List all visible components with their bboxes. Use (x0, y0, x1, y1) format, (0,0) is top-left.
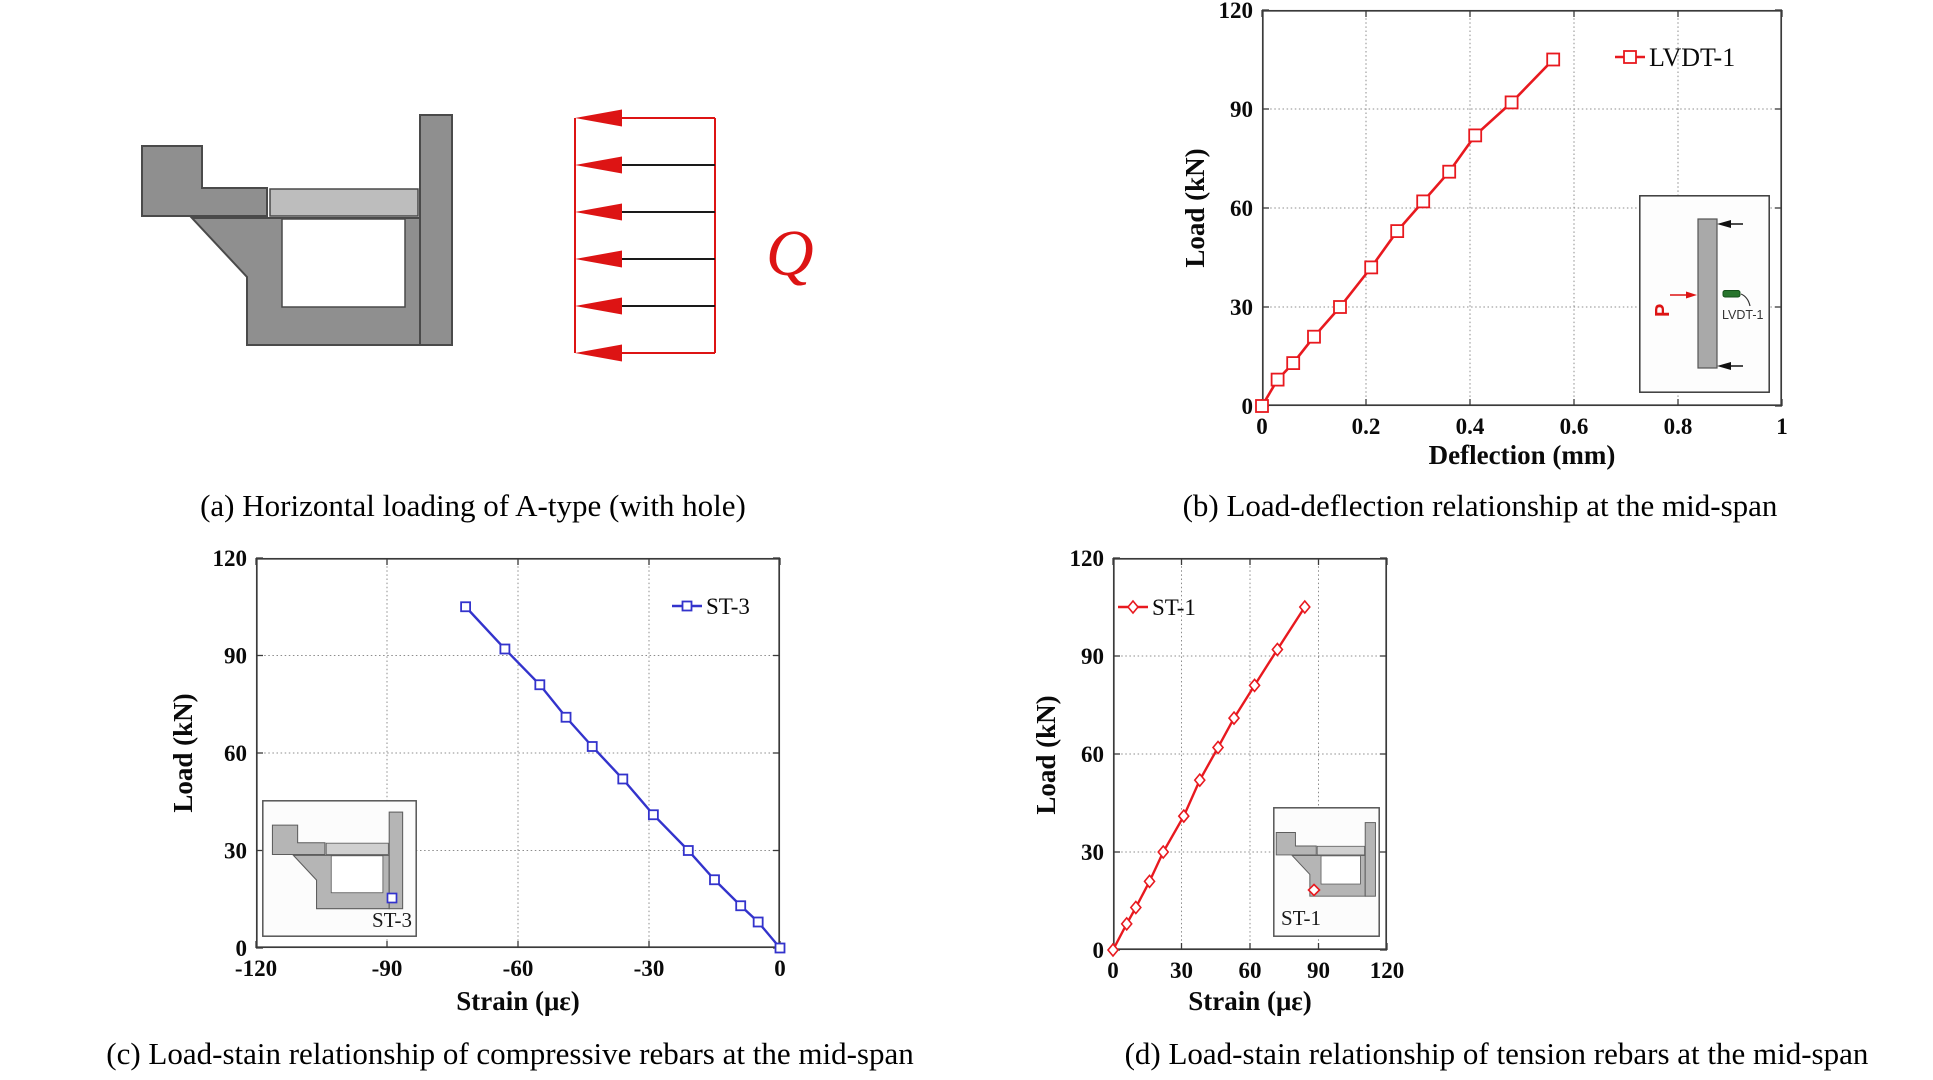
svg-text:0.8: 0.8 (1664, 414, 1693, 439)
inset-st1-label: ST-1 (1281, 906, 1321, 930)
svg-text:0.2: 0.2 (1352, 414, 1381, 439)
inset-lvdt-label: LVDT-1 (1722, 308, 1763, 322)
specimen-slab (269, 188, 419, 217)
inset-wall-bar (1697, 218, 1718, 369)
svg-text:-60: -60 (503, 956, 534, 981)
caption-c: (c) Load-stain relationship of compressi… (106, 1036, 914, 1071)
specimen-loading-diagram: Q (141, 109, 814, 362)
lvdt-sensor-icon (1722, 290, 1741, 298)
svg-text:0: 0 (236, 936, 248, 961)
svg-text:120: 120 (213, 546, 248, 571)
caption-d: (d) Load-stain relationship of tension r… (1124, 1036, 1869, 1071)
inset-specimen-shape (1275, 822, 1376, 897)
svg-text:30: 30 (224, 839, 247, 864)
chart-load-strain-tension: 0 30 60 90 120 0 30 60 90 120 ST-1 (1070, 546, 1405, 983)
svg-text:120: 120 (1370, 958, 1405, 983)
svg-text:90: 90 (1307, 958, 1330, 983)
chart-b-xlabel: Deflection (mm) (1428, 440, 1616, 470)
svg-text:-120: -120 (235, 956, 277, 981)
distributed-load-arrows (574, 109, 716, 362)
svg-text:90: 90 (1081, 644, 1104, 669)
svg-text:LVDT-1: LVDT-1 (1649, 43, 1735, 72)
svg-text:0: 0 (1256, 414, 1268, 439)
inset-st3-label: ST-3 (372, 908, 412, 932)
svg-text:-30: -30 (634, 956, 665, 981)
force-p-label: P (1652, 304, 1674, 317)
svg-text:0.4: 0.4 (1456, 414, 1485, 439)
caption-a: (a) Horizontal loading of A-type (with h… (200, 488, 746, 523)
svg-text:90: 90 (1230, 97, 1253, 122)
svg-text:90: 90 (224, 644, 247, 669)
svg-text:ST-3: ST-3 (706, 594, 750, 619)
chart-b-ylabel: Load (kN) (1180, 148, 1210, 268)
svg-text:0: 0 (1242, 394, 1254, 419)
chart-b-inset: P LVDT-1 (1639, 195, 1770, 393)
svg-text:0: 0 (1093, 938, 1105, 963)
svg-text:0: 0 (1107, 958, 1119, 983)
specimen-right-wall (419, 114, 453, 346)
caption-b: (b) Load-deflection relationship at the … (1182, 488, 1778, 523)
svg-text:120: 120 (1070, 546, 1105, 571)
svg-text:60: 60 (1230, 196, 1253, 221)
svg-text:60: 60 (1239, 958, 1262, 983)
svg-text:0.6: 0.6 (1560, 414, 1589, 439)
inset-specimen-shape (271, 811, 404, 910)
chart-d-xlabel: Strain (με) (1188, 986, 1312, 1016)
st1-gauge-marker (1307, 883, 1321, 897)
force-arrow (1670, 291, 1697, 299)
load-q-label: Q (766, 217, 814, 290)
support-arrow-bottom (1717, 362, 1743, 370)
svg-text:1: 1 (1776, 414, 1788, 439)
svg-text:30: 30 (1081, 840, 1104, 865)
svg-text:120: 120 (1219, 0, 1254, 23)
svg-text:-90: -90 (372, 956, 403, 981)
chart-d-inset: ST-1 (1273, 807, 1380, 937)
specimen-hole (281, 218, 406, 308)
svg-text:30: 30 (1230, 295, 1253, 320)
svg-text:30: 30 (1170, 958, 1193, 983)
specimen-corbel (141, 145, 268, 217)
lvdt-leader-line (1740, 293, 1751, 307)
support-arrow-top (1717, 220, 1743, 228)
svg-text:60: 60 (224, 741, 247, 766)
chart-c-xlabel: Strain (με) (456, 986, 580, 1016)
svg-text:0: 0 (774, 956, 786, 981)
st3-gauge-marker (386, 892, 398, 904)
chart-c-ylabel: Load (kN) (168, 693, 198, 813)
chart-c-inset: ST-3 (262, 800, 417, 937)
svg-text:ST-1: ST-1 (1152, 595, 1196, 620)
svg-text:60: 60 (1081, 742, 1104, 767)
chart-d-ylabel: Load (kN) (1031, 695, 1061, 815)
